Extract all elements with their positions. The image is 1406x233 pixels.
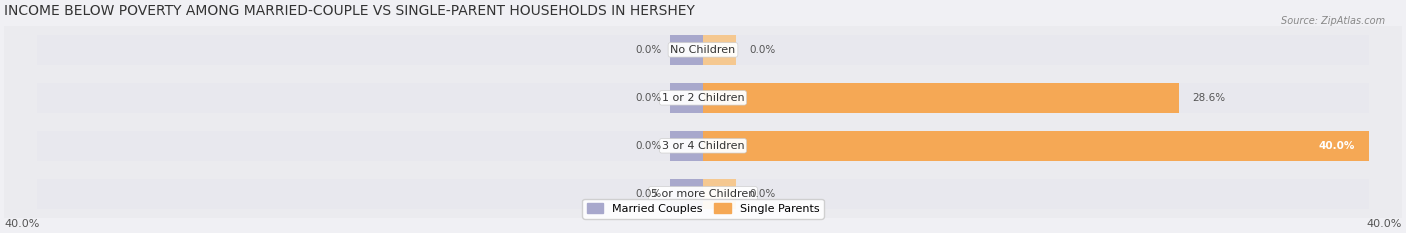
Bar	[38, 83, 1368, 113]
Bar	[703, 35, 737, 65]
Bar	[703, 179, 737, 209]
Bar	[4, 170, 1402, 218]
Bar	[669, 35, 703, 65]
Bar	[669, 83, 703, 113]
Text: 0.0%: 0.0%	[636, 189, 661, 199]
Text: 0.0%: 0.0%	[749, 45, 776, 55]
Bar	[669, 179, 703, 209]
Text: 0.0%: 0.0%	[636, 141, 661, 151]
Bar	[4, 74, 1402, 122]
Bar	[4, 122, 1402, 170]
Text: 40.0%: 40.0%	[4, 219, 39, 229]
Bar	[38, 131, 1368, 161]
Bar	[38, 35, 1368, 65]
Text: 40.0%: 40.0%	[1319, 141, 1355, 151]
Text: 0.0%: 0.0%	[636, 93, 661, 103]
Text: 3 or 4 Children: 3 or 4 Children	[662, 141, 744, 151]
Bar	[703, 83, 1178, 113]
Text: 5 or more Children: 5 or more Children	[651, 189, 755, 199]
Bar	[703, 131, 1368, 161]
Text: Source: ZipAtlas.com: Source: ZipAtlas.com	[1281, 16, 1385, 26]
Text: 0.0%: 0.0%	[636, 45, 661, 55]
Bar	[669, 131, 703, 161]
Text: No Children: No Children	[671, 45, 735, 55]
Legend: Married Couples, Single Parents: Married Couples, Single Parents	[582, 199, 824, 219]
Text: 0.0%: 0.0%	[749, 189, 776, 199]
Bar	[4, 26, 1402, 74]
Text: 40.0%: 40.0%	[1367, 219, 1402, 229]
Text: 1 or 2 Children: 1 or 2 Children	[662, 93, 744, 103]
Text: 28.6%: 28.6%	[1192, 93, 1225, 103]
Text: INCOME BELOW POVERTY AMONG MARRIED-COUPLE VS SINGLE-PARENT HOUSEHOLDS IN HERSHEY: INCOME BELOW POVERTY AMONG MARRIED-COUPL…	[4, 4, 695, 18]
Bar	[38, 179, 1368, 209]
